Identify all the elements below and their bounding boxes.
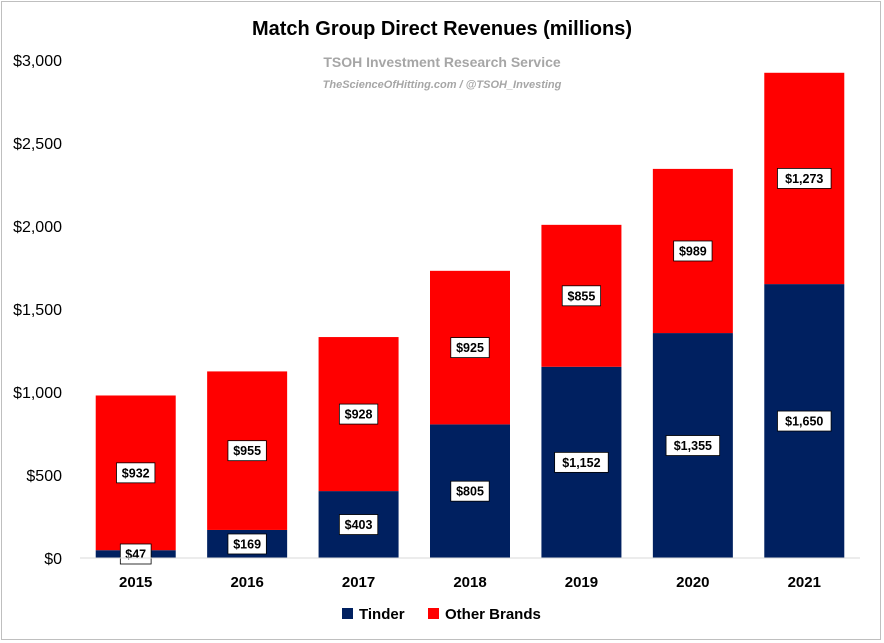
- data-label-box: [450, 480, 490, 502]
- chart-title: Match Group Direct Revenues (millions): [252, 18, 632, 40]
- y-tick-label: $500: [26, 468, 62, 485]
- data-label-text: $925: [456, 341, 484, 355]
- data-label-box: [777, 168, 832, 189]
- data-label-text: $932: [122, 466, 150, 480]
- data-label: $928: [338, 403, 379, 425]
- data-label-box: [777, 410, 832, 432]
- data-label-box: [561, 285, 602, 307]
- legend-label: Tinder: [359, 606, 405, 623]
- x-axis: 2015 2016 2017 2018 2019 2020 2021: [80, 557, 860, 591]
- data-label: $955: [227, 440, 267, 462]
- data-label: $403: [338, 514, 379, 535]
- data-label: $932: [116, 462, 156, 484]
- data-label-text: $1,355: [674, 439, 712, 453]
- data-label-text: $403: [345, 518, 373, 532]
- data-label-text: $1,152: [562, 456, 600, 470]
- y-tick-label: $0: [44, 551, 62, 568]
- legend-label: Other Brands: [445, 606, 541, 623]
- x-tick-label: 2020: [676, 574, 709, 591]
- data-label: $805: [450, 480, 490, 502]
- y-tick-label: $1,000: [13, 385, 62, 402]
- y-tick-label: $3,000: [13, 53, 62, 70]
- data-label-box: [227, 440, 267, 462]
- data-label-box: [665, 435, 721, 456]
- legend-swatch: [428, 608, 439, 619]
- legend: Tinder Other Brands: [342, 606, 541, 623]
- data-label: $989: [673, 240, 713, 262]
- data-label-box: [338, 403, 379, 425]
- data-label: $1,152: [554, 451, 609, 473]
- data-label-text: $928: [345, 408, 373, 422]
- y-tick-label: $2,500: [13, 136, 62, 153]
- watermark-title: TSOH Investment Research Service: [323, 54, 561, 70]
- x-tick-label: 2016: [230, 574, 263, 591]
- data-label: $925: [450, 337, 490, 358]
- data-label-text: $855: [568, 289, 596, 303]
- data-label-text: $955: [233, 444, 261, 458]
- data-label: $1,273: [777, 168, 832, 189]
- data-label-text: $169: [233, 537, 261, 551]
- data-label: $47: [119, 543, 152, 565]
- legend-swatch: [342, 608, 353, 619]
- data-labels: $47 $932 $169 $955 $403 $928 $805 $925 $1,152 $85…: [116, 168, 832, 565]
- data-label-box: [116, 462, 156, 484]
- data-label-box: [450, 337, 490, 358]
- data-label-box: [554, 451, 609, 473]
- y-tick-label: $1,500: [13, 302, 62, 319]
- data-label-box: [673, 240, 713, 262]
- data-label-box: [338, 514, 379, 535]
- x-tick-label: 2015: [119, 574, 152, 591]
- x-tick-label: 2018: [453, 574, 486, 591]
- watermark-subtitle: TheScienceOfHitting.com / @TSOH_Investin…: [323, 79, 562, 91]
- bars: [95, 72, 845, 558]
- data-label: $169: [227, 533, 267, 555]
- data-label-text: $989: [679, 244, 707, 258]
- data-label-text: $1,273: [785, 172, 823, 186]
- y-tick-label: $2,000: [13, 219, 62, 236]
- data-label-box: [227, 533, 267, 555]
- x-tick-label: 2019: [565, 574, 598, 591]
- y-axis: $0 $500 $1,000 $1,500 $2,000 $2,500 $3,000: [13, 53, 62, 568]
- data-label-box: [119, 543, 152, 565]
- data-label: $1,650: [777, 410, 832, 432]
- x-tick-label: 2017: [342, 574, 375, 591]
- data-label-text: $47: [125, 548, 146, 562]
- x-tick-label: 2021: [788, 574, 821, 591]
- data-label: $1,355: [665, 435, 721, 456]
- data-label-text: $805: [456, 485, 484, 499]
- data-label: $855: [561, 285, 602, 307]
- data-label-text: $1,650: [785, 415, 823, 429]
